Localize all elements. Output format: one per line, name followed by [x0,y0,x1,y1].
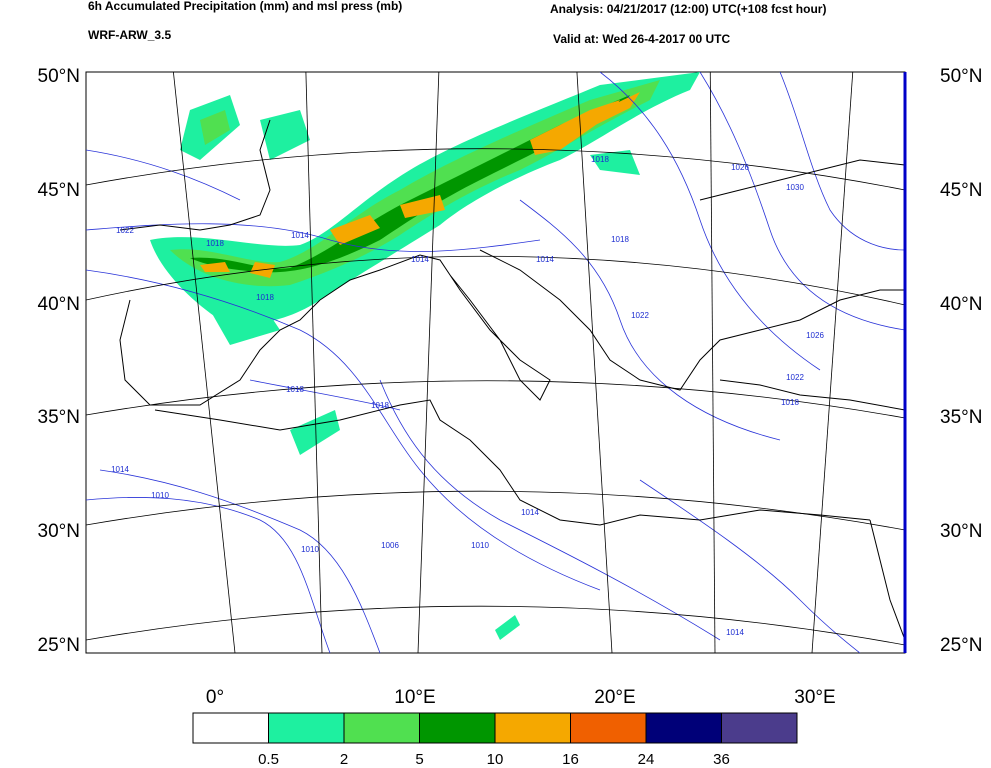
lat-label-left: 40°N [38,294,80,315]
lon-label: 0° [206,687,224,708]
legend-label: 36 [713,751,730,768]
lat-label-right: 50°N [940,66,982,87]
isobar-label: 1010 [151,491,169,500]
precipitation [150,72,700,640]
analysis: Analysis: 04/21/2017 (12:00) UTC(+108 fc… [550,2,826,16]
isobar-label: 1018 [611,235,629,244]
legend-label: 0.5 [258,751,279,768]
isobar-label: 1026 [806,331,824,340]
lon-label: 20°E [594,687,635,708]
isobar-label: 1014 [411,255,429,264]
lat-label-left: 30°N [38,521,80,542]
lat-label-right: 35°N [940,407,982,428]
isobar-label: 1006 [381,541,399,550]
legend-swatch [343,712,420,744]
graticule [86,72,905,653]
legend-swatch [268,712,345,744]
map [85,71,907,654]
lat-label-right: 30°N [940,521,982,542]
lat-label-left: 50°N [38,66,80,87]
isobar-label: 1018 [206,239,224,248]
legend-swatch [192,712,269,744]
isobar-label: 1018 [591,155,609,164]
isobar-label: 1018 [781,398,799,407]
valid-time: Valid at: Wed 26-4-2017 00 UTC [553,32,731,46]
map-labels: 50°N 50°N 45°N 45°N 40°N 40°N 35°N 35°N 30°N 30°N… [38,66,983,708]
lat-label-left: 35°N [38,407,80,428]
isobar-label: 1018 [371,401,389,410]
legend-label: 2 [340,751,348,768]
isobar-label: 1014 [521,508,539,517]
legend-swatch [570,712,647,744]
isobar-label: 1030 [786,183,804,192]
isobar-label: 1018 [256,293,274,302]
isobar-label: 1014 [536,255,554,264]
model: WRF-ARW_3.5 [88,28,171,42]
legend: 0.5 2 5 10 16 24 36 [192,712,798,768]
lon-label: 30°E [794,687,835,708]
isobar-label: 1014 [726,628,744,637]
lat-label-left: 45°N [38,180,80,201]
legend-swatch [645,712,722,744]
legend-label: 16 [562,751,579,768]
isobars [86,72,905,653]
lat-label-right: 45°N [940,180,982,201]
legend-swatch [419,712,496,744]
legend-label: 10 [487,751,504,768]
isobar-label: 1018 [286,385,304,394]
legend-label: 24 [638,751,655,768]
isobar-label: 1014 [291,231,309,240]
isobar-label: 1022 [786,373,804,382]
legend-swatch [721,712,798,744]
lat-label-left: 25°N [38,635,80,656]
isobar-label: 1022 [116,226,134,235]
legend-label: 5 [415,751,423,768]
lon-label: 10°E [394,687,435,708]
isobar-label: 1014 [111,465,129,474]
title: 6h Accumulated Precipitation (mm) and ms… [88,0,402,13]
isobar-label: 1026 [731,163,749,172]
legend-swatch [494,712,571,744]
lat-label-right: 40°N [940,294,982,315]
lat-label-right: 25°N [940,635,982,656]
isobar-label: 1010 [301,545,319,554]
isobar-label: 1010 [471,541,489,550]
coastlines [119,119,905,641]
isobar-label: 1022 [631,311,649,320]
